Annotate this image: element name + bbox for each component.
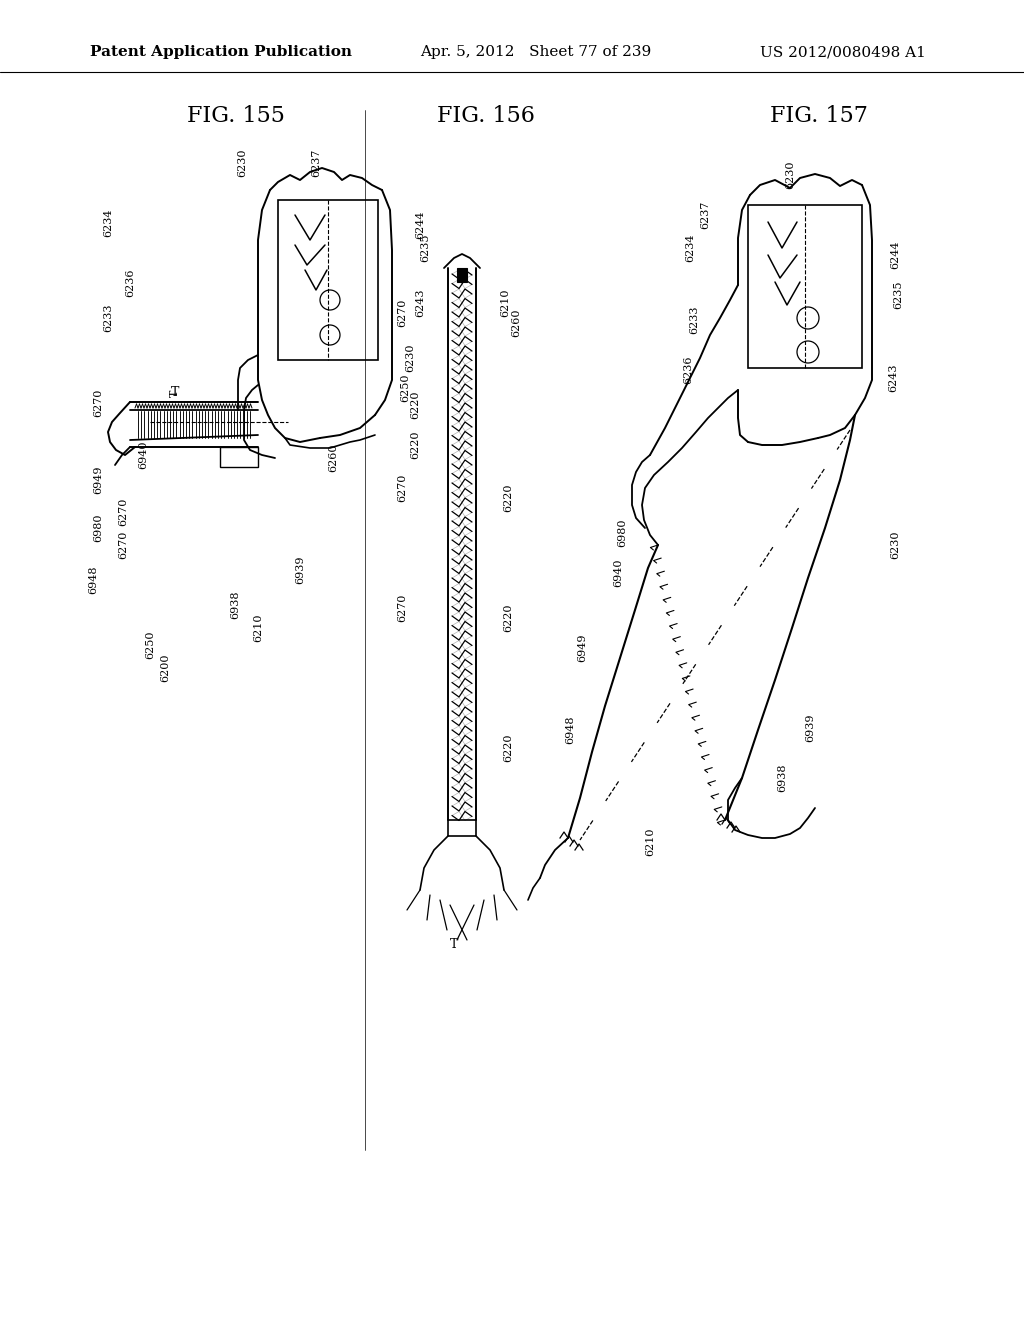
Text: 6270: 6270 — [118, 498, 128, 527]
Text: T: T — [450, 939, 458, 952]
Text: 6200: 6200 — [160, 653, 170, 682]
Text: 6940: 6940 — [138, 441, 148, 469]
Text: 6233: 6233 — [689, 306, 699, 334]
Text: 6234: 6234 — [685, 234, 695, 263]
Text: 6234: 6234 — [103, 209, 113, 238]
Text: 6230: 6230 — [237, 149, 247, 177]
Text: 6270: 6270 — [397, 594, 407, 622]
Text: 6938: 6938 — [230, 591, 240, 619]
Text: 6230: 6230 — [406, 343, 415, 372]
Polygon shape — [457, 268, 467, 282]
Text: 6210: 6210 — [645, 828, 655, 857]
Text: FIG. 155: FIG. 155 — [186, 106, 285, 127]
Text: 6236: 6236 — [125, 269, 135, 297]
Text: 6220: 6220 — [503, 483, 513, 512]
Text: 6235: 6235 — [420, 234, 430, 263]
Text: 6235: 6235 — [893, 281, 903, 309]
Text: 6220: 6220 — [503, 734, 513, 762]
Text: 6220: 6220 — [410, 391, 420, 420]
Text: 6230: 6230 — [890, 531, 900, 560]
Text: 6980: 6980 — [617, 519, 627, 548]
Text: 6270: 6270 — [397, 298, 407, 327]
Text: 6260: 6260 — [511, 309, 521, 337]
Text: 6237: 6237 — [311, 149, 321, 177]
Text: 6270: 6270 — [93, 389, 103, 417]
Text: 6980: 6980 — [93, 513, 103, 543]
Text: 6250: 6250 — [145, 631, 155, 659]
Text: 6940: 6940 — [613, 558, 623, 587]
Text: 6949: 6949 — [577, 634, 587, 663]
Text: 6230: 6230 — [785, 161, 795, 189]
Text: 6260: 6260 — [328, 444, 338, 473]
Text: 6270: 6270 — [118, 531, 128, 560]
Text: 6233: 6233 — [103, 304, 113, 333]
Text: 6210: 6210 — [500, 289, 510, 317]
Text: 6948: 6948 — [565, 715, 575, 744]
Text: Patent Application Publication: Patent Application Publication — [90, 45, 352, 59]
Text: US 2012/0080498 A1: US 2012/0080498 A1 — [760, 45, 926, 59]
Text: 6243: 6243 — [888, 364, 898, 392]
Text: 6210: 6210 — [253, 614, 263, 643]
Text: 6270: 6270 — [397, 474, 407, 502]
Text: 6244: 6244 — [415, 211, 425, 239]
Text: FIG. 157: FIG. 157 — [770, 106, 868, 127]
Text: 6938: 6938 — [777, 764, 787, 792]
Text: 6243: 6243 — [415, 289, 425, 317]
Text: 6939: 6939 — [295, 556, 305, 585]
Text: T: T — [170, 389, 180, 397]
Text: Apr. 5, 2012   Sheet 77 of 239: Apr. 5, 2012 Sheet 77 of 239 — [420, 45, 651, 59]
Text: 6250: 6250 — [400, 374, 410, 403]
Text: 6237: 6237 — [700, 201, 710, 230]
Text: 6236: 6236 — [683, 356, 693, 384]
Text: FIG. 156: FIG. 156 — [437, 106, 536, 127]
Text: 6220: 6220 — [503, 603, 513, 632]
Text: 6220: 6220 — [410, 430, 420, 459]
Text: T: T — [171, 387, 179, 400]
Text: 6939: 6939 — [805, 714, 815, 742]
Text: 6948: 6948 — [88, 566, 98, 594]
Text: 6244: 6244 — [890, 240, 900, 269]
Text: 6949: 6949 — [93, 466, 103, 494]
